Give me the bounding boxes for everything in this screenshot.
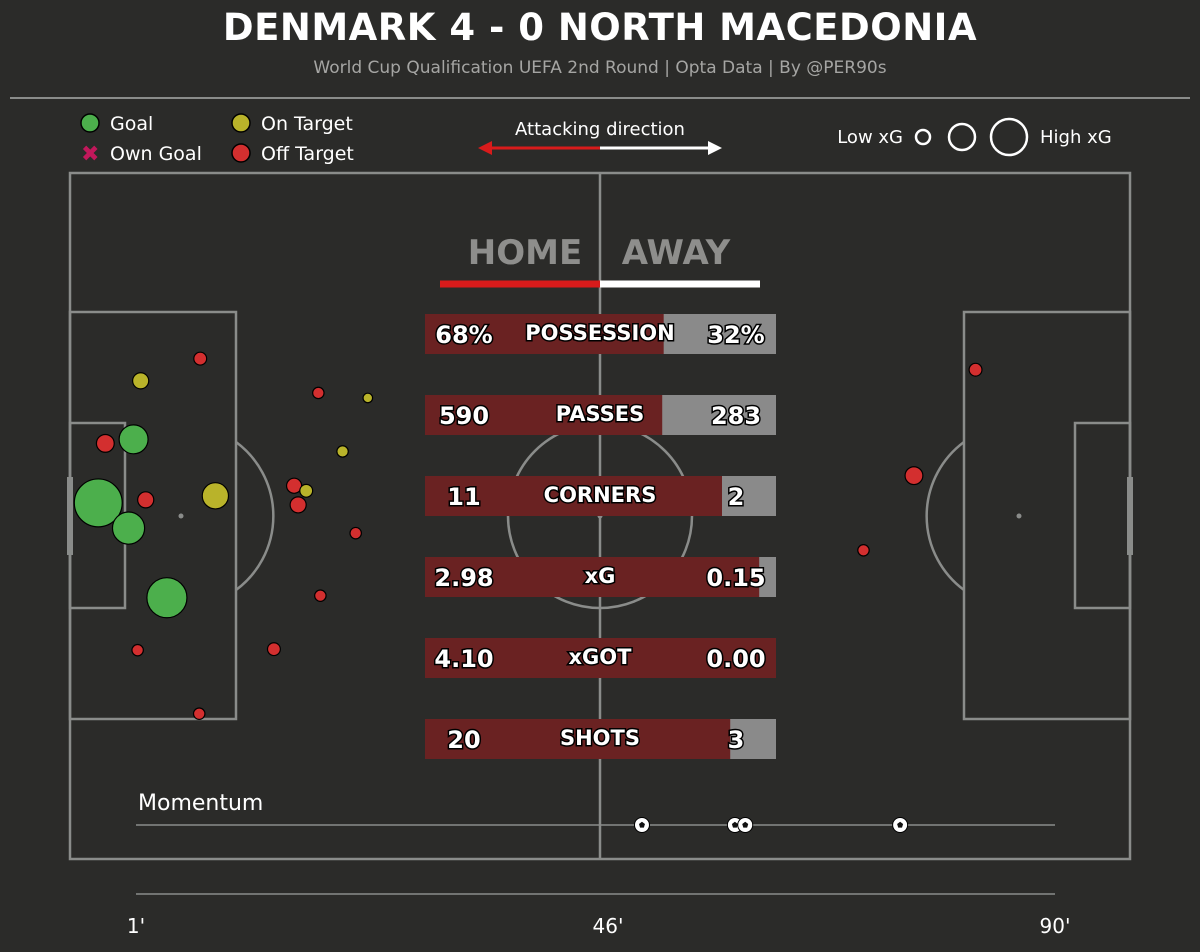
- stat-label-4: xGOT: [569, 645, 633, 669]
- stat-away-value-5: 3: [728, 726, 745, 754]
- shot-marker-18: [312, 386, 325, 400]
- shot-marker-14: [192, 707, 206, 721]
- goal-ball-icon-2: [737, 817, 754, 833]
- shot-marker-7: [336, 445, 349, 458]
- stat-label-2: CORNERS: [544, 483, 657, 507]
- shot-marker-9: [95, 433, 115, 453]
- shot-marker-2: [146, 577, 188, 619]
- stat-away-value-3: 0.15: [706, 564, 765, 592]
- stat-away-value-1: 283: [711, 402, 761, 430]
- shot-marker-17: [349, 526, 362, 540]
- attacking-direction: Attacking direction: [478, 119, 722, 155]
- stat-home-value-5: 20: [447, 726, 480, 754]
- stat-label-5: SHOTS: [560, 726, 640, 750]
- shot-markers: [73, 351, 983, 721]
- tick-label-end: 90': [1040, 914, 1071, 938]
- shot-marker-3: [118, 424, 149, 455]
- goal-ball-icon-0: [633, 817, 650, 833]
- stat-home-value-0: 68%: [435, 321, 492, 349]
- momentum-label: Momentum: [138, 791, 263, 816]
- shot-marker-22: [968, 362, 983, 377]
- left-penalty-arc: [235, 440, 275, 592]
- left-penalty-spot: [178, 513, 184, 519]
- stat-bar-home-4: [425, 638, 776, 678]
- stat-label-1: PASSES: [556, 402, 645, 426]
- outcome-legend: Goal ✖ Own Goal On Target Off Target: [80, 113, 354, 167]
- xg-size-small: [914, 128, 932, 146]
- shot-marker-15: [266, 642, 281, 657]
- goal-ball-icon-3: [892, 817, 909, 833]
- xg-size-medium: [947, 122, 977, 152]
- stat-bar-home-0: [425, 314, 664, 354]
- legend-goal-marker: [80, 113, 100, 133]
- stat-label-3: xG: [585, 564, 616, 588]
- direction-arrowhead-away: [708, 141, 722, 155]
- stat-home-value-2: 11: [447, 483, 480, 511]
- tick-label-start: 1': [127, 914, 145, 938]
- stat-label-0: POSSESSION: [525, 321, 674, 345]
- legend-own-goal-label: Own Goal: [110, 143, 202, 165]
- momentum-timeline: Momentum 1' 46' 90': [127, 791, 1071, 938]
- stat-home-value-4: 4.10: [434, 645, 493, 673]
- shot-marker-10: [137, 491, 155, 509]
- right-penalty-spot: [1016, 513, 1022, 519]
- shot-marker-1: [111, 511, 146, 545]
- shot-marker-13: [131, 643, 144, 657]
- legend-on-target-marker: [231, 113, 251, 133]
- attacking-direction-label: Attacking direction: [515, 119, 685, 140]
- right-penalty-area: [962, 310, 1132, 721]
- shot-marker-8: [362, 392, 374, 404]
- shot-marker-5: [132, 372, 150, 390]
- shot-marker-12: [289, 496, 307, 514]
- stat-bar-home-1: [425, 395, 663, 435]
- shot-marker-20: [857, 543, 870, 557]
- legend-own-goal-marker: ✖: [81, 142, 99, 167]
- goal-ball-markers: [633, 817, 909, 833]
- match-subtitle: World Cup Qualification UEFA 2nd Round |…: [313, 58, 887, 78]
- shot-marker-16: [314, 589, 327, 602]
- xg-size-large: [989, 117, 1029, 157]
- stat-bar-home-2: [425, 476, 722, 516]
- match-title: DENMARK 4 - 0 NORTH MACEDONIA: [222, 6, 978, 49]
- away-label: AWAY: [622, 233, 731, 273]
- legend-off-target-label: Off Target: [261, 143, 354, 165]
- home-label: HOME: [468, 233, 582, 273]
- stat-away-value-0: 32%: [707, 321, 764, 349]
- high-xg-label: High xG: [1040, 127, 1112, 148]
- direction-arrowhead-home: [478, 141, 492, 155]
- right-penalty-arc: [925, 440, 965, 592]
- stat-bar-home-5: [425, 719, 731, 759]
- xg-size-legend: Low xG High xG: [837, 117, 1112, 157]
- legend-goal-label: Goal: [110, 113, 153, 135]
- shot-marker-0: [73, 478, 123, 528]
- stat-bar-home-3: [425, 557, 760, 597]
- legend-on-target-label: On Target: [261, 113, 353, 135]
- stat-home-value-1: 590: [439, 402, 489, 430]
- shot-marker-6: [299, 483, 314, 498]
- tick-label-half: 46': [593, 914, 624, 938]
- legend-off-target-marker: [231, 143, 251, 163]
- shot-marker-21: [904, 466, 924, 486]
- low-xg-label: Low xG: [837, 127, 903, 148]
- stat-bars: 68% POSSESSION 32% 590 PASSES 283 11 CORNERS 2 2.…: [425, 314, 776, 759]
- stat-away-value-4: 0.00: [706, 645, 765, 673]
- right-six-yard-box: [1073, 421, 1132, 610]
- shot-marker-19: [193, 351, 208, 366]
- team-header: HOME AWAY: [440, 233, 760, 288]
- shot-marker-4: [201, 482, 230, 510]
- stat-away-value-2: 2: [728, 483, 745, 511]
- stat-home-value-3: 2.98: [434, 564, 493, 592]
